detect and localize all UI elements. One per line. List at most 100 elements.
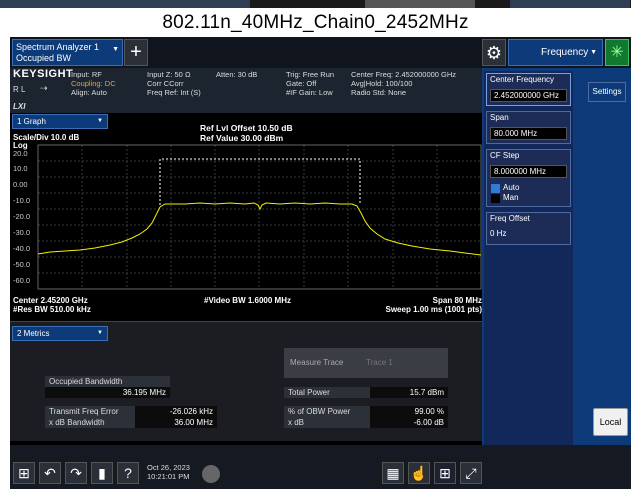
analyzer-window: Spectrum Analyzer 1 Occupied BW ▼ + ⚙ Fr… bbox=[10, 37, 631, 489]
tx-freq-error-value: -26.026 kHz bbox=[135, 406, 217, 417]
xdb-label: x dB bbox=[284, 417, 370, 428]
measure-trace-label: Measure Trace bbox=[290, 358, 344, 367]
input-z-label: Input Z: 50 Ω bbox=[147, 70, 191, 79]
menu-selected-label: Frequency bbox=[541, 47, 589, 58]
help-icon[interactable]: ? bbox=[117, 462, 139, 484]
tx-freq-error-label: Transmit Freq Error bbox=[45, 406, 135, 417]
fullscreen-icon[interactable]: ⤢ bbox=[460, 462, 482, 484]
tab-mode: Occupied BW bbox=[16, 53, 72, 63]
menu-selector[interactable]: Frequency ▼ bbox=[508, 39, 603, 66]
auto-label: Auto bbox=[503, 183, 520, 192]
redo-icon[interactable]: ↷ bbox=[65, 462, 87, 484]
spectrum-trace bbox=[37, 202, 482, 256]
metrics-selector[interactable]: 2 Metrics ▼ bbox=[12, 326, 108, 341]
y-tick: 0.00 bbox=[13, 180, 28, 189]
spectrum-plot bbox=[37, 144, 482, 290]
center-freq-readout: Center 2.45200 GHz bbox=[13, 296, 88, 305]
grid-layout-icon[interactable]: ▦ bbox=[382, 462, 404, 484]
trig-label: Trig: Free Run bbox=[286, 70, 335, 79]
tab-bar: Spectrum Analyzer 1 Occupied BW ▼ + ⚙ Fr… bbox=[10, 37, 631, 68]
log-label: Log bbox=[13, 141, 28, 150]
y-tick: -30.0 bbox=[13, 228, 31, 237]
total-power-value: 15.7 dBm bbox=[370, 387, 448, 398]
y-tick: -60.0 bbox=[13, 276, 31, 285]
avg-hold-label: Avg|Hold: 100/100 bbox=[351, 79, 413, 88]
chevron-down-icon: ▼ bbox=[590, 49, 597, 56]
cf-step-control[interactable]: CF Step 8.000000 MHz Auto Man bbox=[486, 149, 571, 207]
taskbar: ⊞ ↶ ↷ ▮ ? Oct 26, 2023 10:21:01 PM ▦ ☝ ⊞… bbox=[10, 445, 631, 489]
brand-logo: KEYSIGHT bbox=[13, 68, 74, 80]
local-button[interactable]: Local bbox=[593, 408, 628, 436]
frequency-panel: Center Frequency 2.452000000 GHz Span 80… bbox=[482, 68, 631, 445]
file-icon[interactable]: ▮ bbox=[91, 462, 113, 484]
graph-selector-label: 1 Graph bbox=[17, 117, 46, 126]
total-power-label: Total Power bbox=[284, 387, 370, 398]
time-label: 10:21:01 PM bbox=[147, 472, 190, 481]
y-tick: -20.0 bbox=[13, 212, 31, 221]
auto-radio[interactable] bbox=[491, 184, 500, 193]
res-bw-readout: #Res BW 510.00 kHz bbox=[13, 305, 91, 314]
y-tick: -40.0 bbox=[13, 244, 31, 253]
align-label: Align: Auto bbox=[71, 88, 107, 97]
tab-settings[interactable]: Settings bbox=[588, 82, 626, 102]
pct-obw-value: 99.00 % bbox=[370, 406, 448, 417]
freq-offset-value: 0 Hz bbox=[490, 229, 507, 238]
y-tick: 10.0 bbox=[13, 164, 28, 173]
tab-spectrum-analyzer[interactable]: Spectrum Analyzer 1 Occupied BW ▼ bbox=[12, 39, 123, 66]
metrics-selector-label: 2 Metrics bbox=[17, 329, 50, 338]
coupling-label: Coupling: DC bbox=[71, 79, 116, 88]
input-arrow-icon: ⇢ bbox=[40, 83, 48, 93]
caption-title: 802.11n_40MHz_Chain0_2452MHz bbox=[0, 9, 631, 37]
sweep-readout: Sweep 1.00 ms (1001 pts) bbox=[385, 305, 483, 314]
center-frequency-field[interactable]: 2.452000000 GHz bbox=[490, 89, 567, 102]
preset-icon[interactable]: ✳ bbox=[605, 39, 629, 66]
corr-label: Corr CCorr bbox=[147, 79, 184, 88]
pct-obw-label: % of OBW Power bbox=[284, 406, 370, 417]
window-tile-icon[interactable]: ⊞ bbox=[434, 462, 456, 484]
y-tick: -50.0 bbox=[13, 260, 31, 269]
tab-title: Spectrum Analyzer 1 bbox=[16, 42, 100, 52]
atten-label: Atten: 30 dB bbox=[216, 70, 258, 79]
windows-icon[interactable]: ⊞ bbox=[13, 462, 35, 484]
measure-trace-box[interactable]: Measure Trace Trace 1 bbox=[284, 348, 448, 378]
undo-icon[interactable]: ↶ bbox=[39, 462, 61, 484]
message-icon[interactable] bbox=[202, 465, 220, 483]
touch-icon[interactable]: ☝ bbox=[408, 462, 430, 484]
lxi-bar: LXI bbox=[10, 102, 482, 113]
settings-info-bar: KEYSIGHT R L ⇢ Input: RF Coupling: DC Al… bbox=[10, 68, 482, 102]
cf-step-caption: CF Step bbox=[490, 151, 520, 160]
xdb-bw-value: 36.00 MHz bbox=[135, 417, 217, 428]
freq-offset-caption: Freq Offset bbox=[490, 214, 530, 223]
rl-label: R L bbox=[13, 85, 26, 94]
man-radio[interactable] bbox=[491, 194, 500, 203]
radio-std-label: Radio Std: None bbox=[351, 88, 407, 97]
chevron-down-icon: ▼ bbox=[97, 118, 103, 124]
span-readout: Span 80 MHz bbox=[432, 296, 482, 305]
center-freq-label: Center Freq: 2.452000000 GHz bbox=[351, 70, 457, 79]
graph-selector[interactable]: 1 Graph ▼ bbox=[12, 114, 108, 129]
center-frequency-control[interactable]: Center Frequency 2.452000000 GHz bbox=[486, 73, 571, 106]
center-frequency-caption: Center Frequency bbox=[490, 75, 555, 84]
span-caption: Span bbox=[490, 113, 509, 122]
top-strip bbox=[0, 0, 631, 8]
freq-offset-control[interactable]: Freq Offset 0 Hz bbox=[486, 212, 571, 245]
ref-value: Ref Value 30.00 dBm bbox=[200, 133, 284, 143]
add-screen-button[interactable]: + bbox=[124, 39, 148, 66]
gear-icon[interactable]: ⚙ bbox=[482, 39, 506, 66]
span-field[interactable]: 80.000 MHz bbox=[490, 127, 567, 140]
xdb-bw-label: x dB Bandwidth bbox=[45, 417, 135, 428]
chevron-down-icon: ▼ bbox=[112, 46, 119, 53]
occupied-bw-label: Occupied Bandwidth bbox=[45, 376, 170, 387]
cf-step-field[interactable]: 8.000000 MHz bbox=[490, 165, 567, 178]
span-control[interactable]: Span 80.000 MHz bbox=[486, 111, 571, 144]
ref-level-offset: Ref Lvl Offset 10.50 dB bbox=[200, 123, 293, 133]
lxi-logo: LXI bbox=[13, 102, 26, 111]
obw-marker bbox=[159, 158, 361, 205]
grid bbox=[38, 144, 481, 290]
scale-div: Scale/Div 10.0 dB bbox=[13, 133, 80, 142]
y-tick: 20.0 bbox=[13, 149, 28, 158]
occupied-bw-value: 36.195 MHz bbox=[45, 387, 170, 398]
date-label: Oct 26, 2023 bbox=[147, 463, 190, 472]
freq-ref-label: Freq Ref: Int (S) bbox=[147, 88, 201, 97]
gate-label: Gate: Off bbox=[286, 79, 317, 88]
